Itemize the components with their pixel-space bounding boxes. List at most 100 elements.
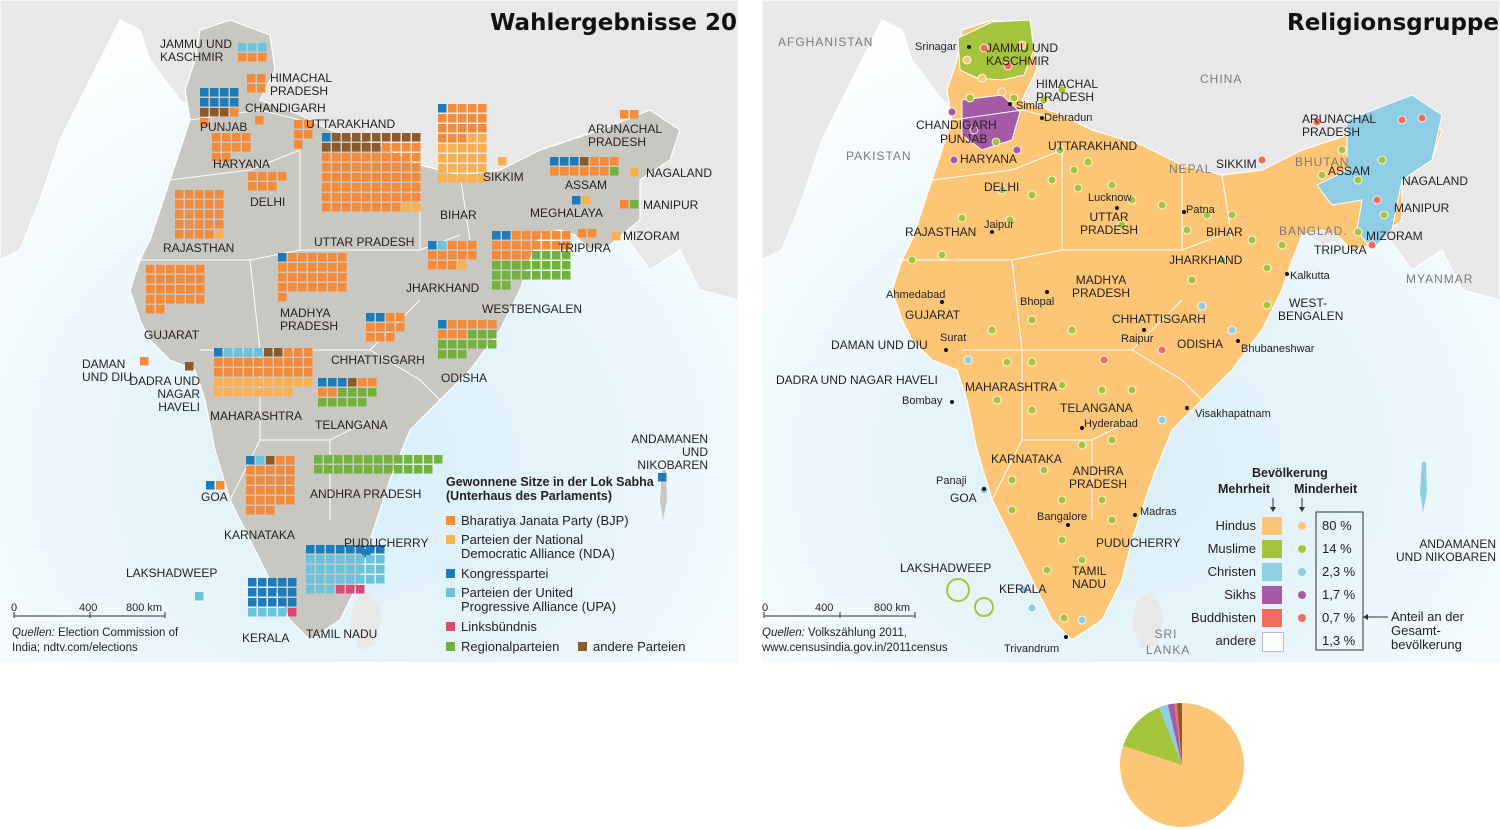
religion-title: Religionsgruppen xyxy=(1287,10,1500,36)
seat-square xyxy=(488,340,497,349)
state-label-ka: KARNATAKA xyxy=(991,452,1062,466)
minority-dot xyxy=(1007,475,1017,485)
country-afghanistan: AFGHANISTAN xyxy=(778,35,874,49)
legend-majority-swatch xyxy=(1262,609,1282,627)
minority-dot xyxy=(947,107,957,117)
seat-square xyxy=(268,588,277,597)
seat-square xyxy=(396,313,405,322)
source-note: Quellen: Election Commission of India; n… xyxy=(12,626,182,656)
seat-square xyxy=(215,190,224,199)
seat-square xyxy=(234,368,243,377)
seat-square xyxy=(458,241,467,250)
state-label-cg: CHHATTISGARH xyxy=(1112,312,1206,326)
seat-square xyxy=(354,465,363,474)
minority-dot xyxy=(962,55,972,65)
minority-dot xyxy=(1187,275,1197,285)
seat-square xyxy=(414,455,423,464)
seat-square xyxy=(238,43,247,52)
state-label-hp: HIMACHAL PRADESH xyxy=(1036,77,1098,104)
legend-swatch-1 xyxy=(446,535,455,544)
scale-label-800: 800 km xyxy=(126,602,163,614)
seat-square xyxy=(542,271,551,280)
state-label-ka: KARNATAKA xyxy=(224,528,295,542)
seat-square xyxy=(522,241,531,250)
seat-square xyxy=(220,88,229,97)
seat-square xyxy=(478,124,487,133)
seat-square xyxy=(205,200,214,209)
minority-dot xyxy=(1379,210,1389,220)
minority-dot xyxy=(1003,61,1013,71)
source-note: Quellen: Volkszählung 2011, www.censusin… xyxy=(762,626,962,656)
seat-square xyxy=(278,253,287,262)
city-dot xyxy=(1285,272,1289,276)
seat-square xyxy=(620,200,629,209)
seat-square xyxy=(362,173,371,182)
seat-square xyxy=(424,455,433,464)
city-bombay: Bombay xyxy=(902,395,943,407)
seat-square xyxy=(532,261,541,270)
seat-square xyxy=(372,203,381,212)
minority-dot xyxy=(1277,240,1287,250)
legend-religion-label: andere xyxy=(1215,633,1256,648)
state-label-pu: PUDUCHERRY xyxy=(344,536,429,550)
seat-square xyxy=(478,174,487,183)
legend-col-majority: Mehrheit xyxy=(1218,482,1271,496)
seat-square xyxy=(338,378,347,387)
state-label-up: UTTAR PRADESH xyxy=(1079,210,1138,237)
seat-square xyxy=(382,203,391,212)
minority-dot xyxy=(1027,190,1037,200)
city-dot xyxy=(990,230,994,234)
seat-square xyxy=(402,173,411,182)
seat-square xyxy=(382,133,391,142)
seat-square xyxy=(316,565,325,574)
seat-square xyxy=(382,183,391,192)
legend-religion-label: Hindus xyxy=(1215,518,1256,533)
seat-square xyxy=(195,200,204,209)
seat-square xyxy=(215,230,224,239)
seat-square xyxy=(532,241,541,250)
legend-majority-swatch xyxy=(1262,632,1284,652)
city-srinagar: Srinagar xyxy=(915,41,957,53)
seat-square xyxy=(306,585,315,594)
seat-square xyxy=(248,608,257,617)
seat-square xyxy=(424,465,433,474)
seat-square xyxy=(502,261,511,270)
seat-square xyxy=(438,124,447,133)
seat-square xyxy=(326,555,335,564)
state-label-jh: JHARKHAND xyxy=(1169,253,1243,267)
legend-religion-label: Christen xyxy=(1207,564,1256,579)
seat-square xyxy=(478,144,487,153)
legend-minority-dot xyxy=(1298,568,1306,576)
minority-dot xyxy=(1257,155,1267,165)
source-text: Volkszählung 2011, www.censusindia.gov.i… xyxy=(762,627,948,654)
seat-square xyxy=(468,114,477,123)
seat-square xyxy=(328,388,337,397)
seat-square xyxy=(195,230,204,239)
seat-square xyxy=(522,271,531,280)
seat-square xyxy=(322,203,331,212)
seat-square xyxy=(468,251,477,260)
seat-square xyxy=(255,116,264,125)
seat-square xyxy=(214,348,223,357)
seat-square xyxy=(244,378,253,387)
seat-square xyxy=(392,163,401,172)
seat-square xyxy=(386,323,395,332)
seat-square xyxy=(278,578,287,587)
scale-bar xyxy=(763,612,916,618)
seat-square xyxy=(448,154,457,163)
seat-square xyxy=(234,378,243,387)
seat-square xyxy=(306,555,315,564)
seat-square xyxy=(288,253,297,262)
seat-square xyxy=(428,251,437,260)
minority-dot xyxy=(1157,200,1167,210)
city-dot xyxy=(1040,116,1044,120)
city-dot xyxy=(1045,290,1049,294)
seat-square xyxy=(458,104,467,113)
minority-dot xyxy=(1019,585,1029,595)
seat-square xyxy=(322,193,331,202)
minority-dot xyxy=(991,137,1001,147)
seat-square xyxy=(552,231,561,240)
seat-square xyxy=(256,496,265,505)
seat-square xyxy=(402,183,411,192)
seat-square xyxy=(458,124,467,133)
